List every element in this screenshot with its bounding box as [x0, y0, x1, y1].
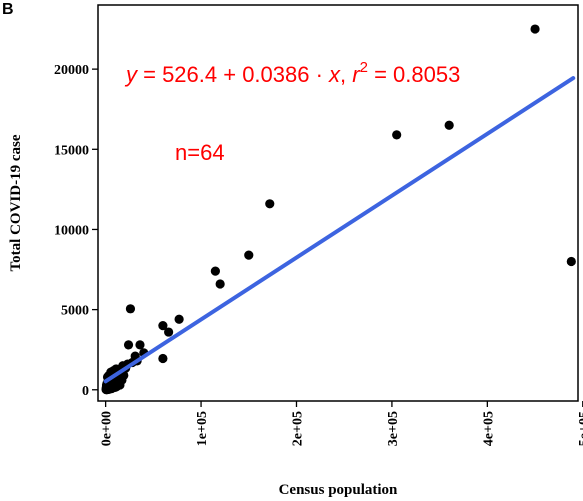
- data-point: [112, 381, 122, 392]
- y-tick-label: 5000: [61, 304, 89, 319]
- y-tick-label: 15000: [54, 143, 89, 158]
- data-point: [123, 340, 134, 350]
- data-point: [210, 266, 220, 276]
- x-tick-label: 2e+05: [290, 411, 305, 446]
- data-point: [444, 120, 454, 130]
- y-axis: 0 5000 10000 15000 20000: [54, 63, 98, 399]
- plot-frame: [97, 4, 579, 402]
- regression-line: [103, 76, 576, 384]
- data-point: [158, 321, 168, 331]
- data-point: [392, 130, 402, 140]
- y-tick-label: 10000: [54, 223, 89, 238]
- x-tick-label: 5e+05: [577, 411, 583, 446]
- plot-area: [97, 4, 579, 402]
- x-tick-label: 4e+05: [481, 411, 496, 446]
- data-point: [566, 256, 576, 267]
- panel-label: B: [2, 1, 14, 18]
- regression-equation: y = 526.4 + 0.0386 · x, r2 = 0.8053: [124, 59, 460, 87]
- y-tick-label: 20000: [54, 63, 89, 78]
- data-point: [101, 384, 111, 395]
- data-point: [174, 314, 184, 324]
- x-tick-label: 1e+05: [195, 411, 210, 446]
- data-point: [135, 340, 145, 350]
- sample-size-label: n=64: [175, 140, 225, 165]
- data-point: [125, 304, 136, 314]
- y-axis-title: Total COVID-19 case: [8, 134, 24, 271]
- x-tick-label: 0e+00: [100, 411, 115, 446]
- data-point: [158, 353, 168, 364]
- data-point: [117, 375, 127, 385]
- data-point: [530, 24, 540, 34]
- x-tick-label: 3e+05: [386, 411, 401, 446]
- data-point: [164, 327, 174, 337]
- x-axis: 0e+00 1e+05 2e+05 3e+05 4e+05 5e+05: [100, 401, 583, 446]
- data-point: [244, 250, 254, 260]
- data-point: [265, 199, 275, 209]
- data-point: [215, 279, 225, 289]
- y-tick-label: 0: [82, 384, 89, 399]
- x-axis-title: Census population: [279, 482, 398, 498]
